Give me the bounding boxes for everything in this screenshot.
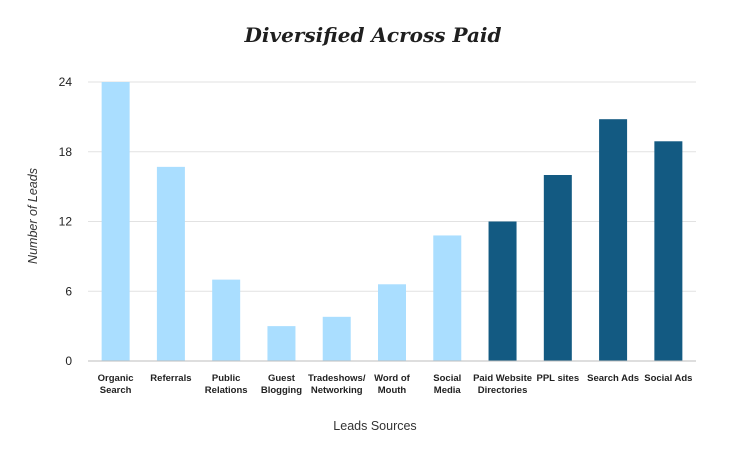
bar [654, 141, 683, 361]
y-tick-label: 12 [59, 215, 73, 229]
x-tick-label-line: Media [434, 385, 462, 396]
bars [101, 82, 683, 361]
x-tick-label: Social Media [433, 373, 461, 396]
bar [433, 235, 462, 361]
x-tick-label: Word of Mouth [374, 373, 411, 396]
y-axis-title: Number of Leads [26, 168, 40, 264]
x-tick-label-line: Social [433, 373, 461, 384]
x-tick-label: PPL sites [537, 373, 580, 384]
x-tick-label-line: PPL sites [537, 373, 580, 384]
x-tick-label: Paid Website Directories [473, 373, 532, 396]
bar [543, 175, 572, 361]
x-tick-label: Public Relations [205, 373, 248, 396]
x-tick-label: Referrals [150, 373, 191, 384]
x-axis-title: Leads Sources [333, 419, 416, 433]
x-tick-label-line: Paid Website [473, 373, 532, 384]
x-tick-label-line: Guest [268, 373, 296, 384]
x-tick-label-line: Blogging [261, 385, 302, 396]
bar [212, 279, 241, 361]
x-tick-label: Guest Blogging [261, 373, 302, 396]
y-tick-label: 6 [65, 284, 72, 298]
x-tick-label-line: Referrals [150, 373, 191, 384]
bar [156, 166, 185, 361]
x-tick-label-line: Social Ads [644, 373, 692, 384]
x-tick-label: Social Ads [644, 373, 692, 384]
y-tick-label: 0 [65, 354, 72, 368]
x-tick-label: Tradeshows/Networking [308, 373, 366, 396]
x-tick-label-line: Relations [205, 385, 248, 396]
bar [322, 316, 351, 361]
x-tick-label-line: Mouth [378, 385, 407, 396]
bar [488, 221, 517, 361]
x-tick-label: Organic Search [98, 373, 134, 396]
chart-title: Diversified Across Paid [244, 23, 502, 47]
x-tick-label-line: Search Ads [587, 373, 639, 384]
bar [599, 119, 628, 361]
y-tick-label: 24 [59, 75, 73, 89]
x-tick-label-line: Directories [478, 385, 528, 396]
x-tick-label: Search Ads [587, 373, 639, 384]
x-tick-label-line: Word of [374, 373, 411, 384]
x-tick-label-line: Public [212, 373, 241, 384]
y-axis-ticks: 0 6 12 18 24 [59, 75, 73, 368]
y-tick-label: 18 [59, 145, 73, 159]
bar [267, 326, 296, 361]
bar [101, 82, 130, 361]
x-axis-labels: Organic Search Referrals Public Relations Gue… [98, 373, 693, 396]
bar [378, 284, 406, 361]
x-tick-label-line: Tradeshows/ [308, 373, 366, 384]
x-tick-label-line: Search [100, 385, 132, 396]
x-tick-label-line: Organic [98, 373, 134, 384]
x-tick-label-line: Networking [311, 385, 363, 396]
